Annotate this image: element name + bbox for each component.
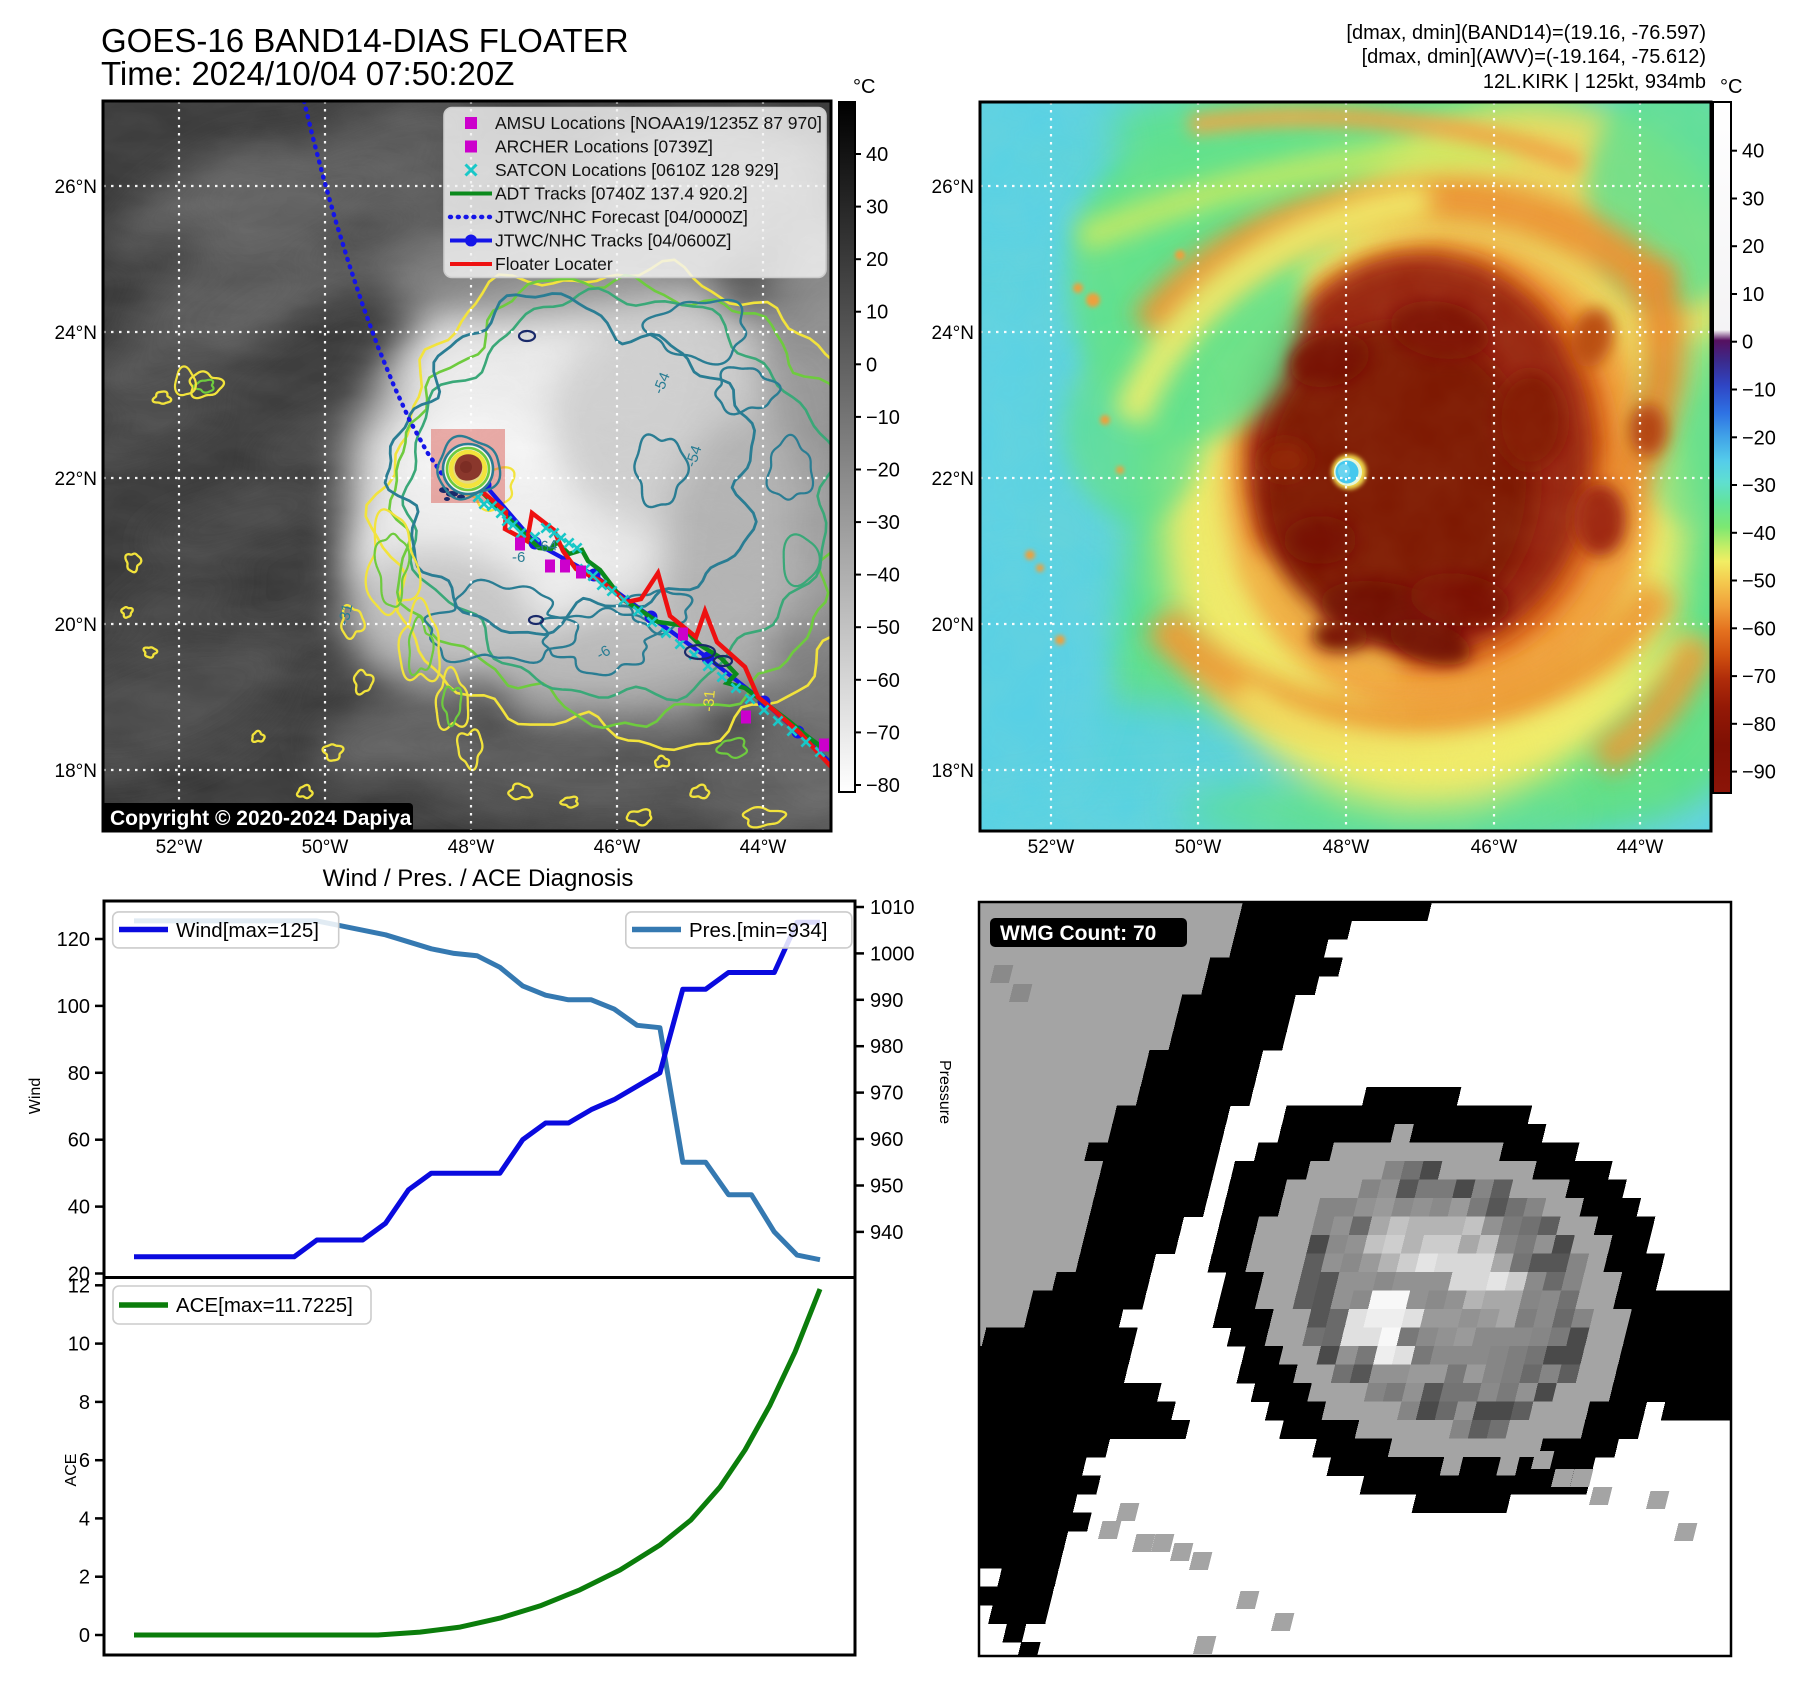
- svg-text:GOES-16 BAND14-DIAS FLOATER: GOES-16 BAND14-DIAS FLOATER: [101, 22, 629, 59]
- svg-text:26°N: 26°N: [55, 177, 97, 198]
- svg-text:6: 6: [79, 1450, 90, 1472]
- svg-text:8: 8: [79, 1392, 90, 1414]
- svg-text:-31: -31: [335, 602, 356, 627]
- svg-text:−20: −20: [1742, 427, 1776, 449]
- svg-text:−50: −50: [866, 617, 900, 639]
- svg-text:30: 30: [866, 197, 888, 219]
- svg-text:24°N: 24°N: [55, 323, 97, 344]
- svg-text:970: 970: [870, 1083, 903, 1105]
- svg-text:JTWC/NHC Tracks [04/0600Z]: JTWC/NHC Tracks [04/0600Z]: [495, 231, 731, 251]
- svg-text:WMG Count: 70: WMG Count: 70: [1000, 922, 1156, 945]
- svg-text:-64: -64: [535, 537, 558, 556]
- svg-text:990: 990: [870, 990, 903, 1012]
- svg-text:100: 100: [57, 996, 90, 1018]
- svg-text:20: 20: [866, 249, 888, 271]
- svg-text:30: 30: [1742, 189, 1764, 211]
- svg-text:−80: −80: [1742, 714, 1776, 736]
- svg-text:AMSU Locations [NOAA19/1235Z 8: AMSU Locations [NOAA19/1235Z 87 970]: [495, 113, 822, 133]
- svg-text:18°N: 18°N: [932, 761, 974, 782]
- svg-text:60: 60: [68, 1130, 90, 1152]
- svg-text:Wind[max=125]: Wind[max=125]: [176, 919, 319, 942]
- svg-text:40: 40: [866, 144, 888, 166]
- svg-text:JTWC/NHC Forecast [04/0000Z]: JTWC/NHC Forecast [04/0000Z]: [495, 207, 748, 227]
- svg-text:50°W: 50°W: [1175, 837, 1222, 858]
- svg-text:940: 940: [870, 1222, 903, 1244]
- svg-text:20: 20: [68, 1264, 90, 1286]
- svg-text:Pressure: Pressure: [936, 1060, 953, 1124]
- svg-text:Pres.[min=934]: Pres.[min=934]: [689, 919, 827, 942]
- svg-text:950: 950: [870, 1176, 903, 1198]
- svg-text:0: 0: [79, 1625, 90, 1647]
- svg-text:22°N: 22°N: [932, 469, 974, 490]
- svg-text:12: 12: [68, 1275, 90, 1297]
- svg-text:−40: −40: [1742, 523, 1776, 545]
- svg-text:50°W: 50°W: [302, 837, 349, 858]
- svg-text:10: 10: [1742, 284, 1764, 306]
- svg-text:−60: −60: [1742, 618, 1776, 640]
- svg-text:20°N: 20°N: [55, 615, 97, 636]
- svg-text:ACE: ACE: [63, 1454, 80, 1487]
- svg-text:Wind: Wind: [27, 1078, 44, 1114]
- svg-text:−10: −10: [1742, 380, 1776, 402]
- svg-text:−70: −70: [866, 722, 900, 744]
- svg-text:46°W: 46°W: [1471, 837, 1518, 858]
- svg-text:Copyright © 2020-2024 Dapiya: Copyright © 2020-2024 Dapiya: [110, 807, 412, 830]
- svg-text:960: 960: [870, 1129, 903, 1151]
- svg-text:Floater Locater: Floater Locater: [495, 254, 613, 274]
- svg-text:−40: −40: [866, 565, 900, 587]
- svg-text:46°W: 46°W: [594, 837, 641, 858]
- svg-text:-54: -54: [683, 443, 706, 469]
- svg-text:−20: −20: [866, 460, 900, 482]
- svg-text:22°N: 22°N: [55, 469, 97, 490]
- svg-text:18°N: 18°N: [55, 761, 97, 782]
- svg-text:1010: 1010: [870, 897, 915, 919]
- svg-text:−10: −10: [866, 407, 900, 429]
- svg-text:-54: -54: [650, 370, 674, 396]
- svg-text:52°W: 52°W: [1028, 837, 1075, 858]
- svg-text:−60: −60: [866, 670, 900, 692]
- svg-text:−30: −30: [1742, 475, 1776, 497]
- svg-text:2: 2: [79, 1567, 90, 1589]
- svg-text:−70: −70: [1742, 666, 1776, 688]
- svg-text:80: 80: [68, 1063, 90, 1085]
- svg-text:10: 10: [866, 302, 888, 324]
- svg-text:Time: 2024/10/04 07:50:20Z: Time: 2024/10/04 07:50:20Z: [101, 55, 514, 92]
- svg-text:Wind / Pres. / ACE Diagnosis: Wind / Pres. / ACE Diagnosis: [323, 865, 634, 892]
- svg-text:24°N: 24°N: [932, 323, 974, 344]
- svg-text:44°W: 44°W: [740, 837, 787, 858]
- svg-text:52°W: 52°W: [156, 837, 203, 858]
- svg-text:−90: −90: [1742, 762, 1776, 784]
- svg-text:26°N: 26°N: [932, 177, 974, 198]
- svg-text:44°W: 44°W: [1617, 837, 1664, 858]
- svg-text:48°W: 48°W: [1323, 837, 1370, 858]
- svg-text:ARCHER Locations [0739Z]: ARCHER Locations [0739Z]: [495, 137, 713, 157]
- svg-text:0: 0: [1742, 332, 1753, 354]
- svg-text:40: 40: [1742, 141, 1764, 163]
- svg-text:-6: -6: [512, 549, 525, 566]
- svg-text:ADT Tracks [0740Z 137.4 920.2]: ADT Tracks [0740Z 137.4 920.2]: [495, 184, 748, 204]
- svg-text:40: 40: [68, 1197, 90, 1219]
- svg-text:−80: −80: [866, 775, 900, 797]
- svg-text:[dmax, dmin](BAND14)=(19.16, -: [dmax, dmin](BAND14)=(19.16, -76.597): [1346, 22, 1706, 44]
- svg-text:48°W: 48°W: [448, 837, 495, 858]
- svg-text:0: 0: [866, 354, 877, 376]
- svg-text:20: 20: [1742, 236, 1764, 258]
- svg-text:4: 4: [79, 1508, 90, 1530]
- svg-text:10: 10: [68, 1334, 90, 1356]
- svg-text:SATCON Locations [0610Z 128 92: SATCON Locations [0610Z 128 929]: [495, 160, 779, 180]
- svg-text:[dmax, dmin](AWV)=(-19.164, -7: [dmax, dmin](AWV)=(-19.164, -75.612): [1362, 46, 1706, 68]
- svg-text:-31: -31: [700, 689, 719, 712]
- svg-text:°C: °C: [1720, 76, 1742, 98]
- svg-text:12L.KIRK | 125kt, 934mb: 12L.KIRK | 125kt, 934mb: [1483, 71, 1706, 93]
- svg-text:ACE[max=11.7225]: ACE[max=11.7225]: [176, 1294, 353, 1317]
- svg-text:120: 120: [57, 929, 90, 951]
- svg-text:−30: −30: [866, 512, 900, 534]
- svg-text:°C: °C: [853, 76, 875, 98]
- svg-text:−50: −50: [1742, 571, 1776, 593]
- svg-text:20°N: 20°N: [932, 615, 974, 636]
- svg-text:1000: 1000: [870, 943, 915, 965]
- svg-text:980: 980: [870, 1036, 903, 1058]
